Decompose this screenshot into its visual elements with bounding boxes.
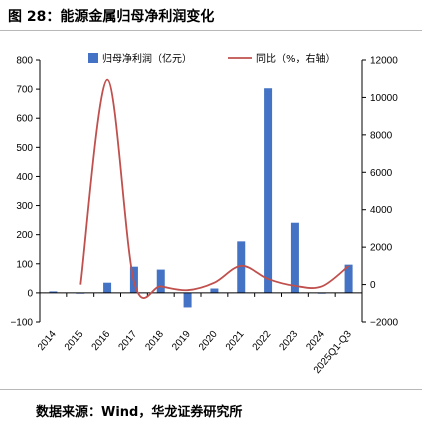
line-series <box>79 78 350 299</box>
left-tick-label: 800 <box>16 56 33 67</box>
bar <box>103 282 112 293</box>
right-tick-label: 2000 <box>370 243 393 254</box>
left-tick-label: 200 <box>16 230 33 241</box>
right-tick-label: −2000 <box>370 318 399 329</box>
figure-title: 图 28：能源金属归母净利润变化 <box>8 9 215 25</box>
bar <box>344 264 353 293</box>
right-tick-label: 10000 <box>370 93 398 104</box>
legend: 归母净利润（亿元） 同比（%，右轴） <box>88 52 336 65</box>
bar <box>183 292 192 308</box>
tick-labels: −100 0 100 200 300 400 500 600 700 800 −2000 0 2000 4… <box>10 56 398 376</box>
x-tick-label: 2021 <box>224 329 247 353</box>
left-tick-label: 400 <box>16 172 33 183</box>
legend-line-label: 同比（%，右轴） <box>256 52 336 65</box>
yoy-line <box>79 78 350 299</box>
source-note: 数据来源：Wind，华龙证券研究所 <box>36 405 243 420</box>
x-tick-label: 2018 <box>143 329 166 353</box>
bar-series <box>49 88 353 308</box>
bar <box>49 291 58 293</box>
axes <box>36 59 366 323</box>
left-tick-label: 500 <box>16 143 33 154</box>
x-tick-label: 2014 <box>36 329 59 353</box>
right-tick-label: 0 <box>370 280 376 291</box>
x-tick-label: 2019 <box>170 329 193 353</box>
figure-title-bar: 图 28：能源金属归母净利润变化 <box>0 0 422 30</box>
x-tick-label: 2024 <box>304 329 327 353</box>
x-tick-label: 2022 <box>251 329 274 353</box>
x-tick-label: 2016 <box>90 329 113 353</box>
title-divider <box>0 30 422 31</box>
bar <box>210 288 219 293</box>
x-tick-label: 2017 <box>116 329 139 353</box>
source-divider <box>0 389 422 390</box>
bar <box>237 241 246 293</box>
x-tick-label: 2023 <box>277 329 300 353</box>
x-tick-label: 2020 <box>197 329 220 353</box>
left-tick-label: 300 <box>16 201 33 212</box>
legend-bar-label: 归母净利润（亿元） <box>102 52 192 65</box>
bar <box>264 88 273 293</box>
left-tick-label: 600 <box>16 114 33 125</box>
left-tick-label: −100 <box>10 318 33 329</box>
x-tick-label: 2015 <box>63 329 86 353</box>
bar <box>156 269 165 293</box>
left-tick-label: 100 <box>16 259 33 270</box>
right-tick-label: 6000 <box>370 168 393 179</box>
right-tick-label: 8000 <box>370 130 393 141</box>
left-tick-label: 700 <box>16 85 33 96</box>
left-tick-label: 0 <box>27 288 33 299</box>
bar <box>290 222 299 293</box>
legend-bar-swatch <box>88 53 98 63</box>
right-tick-label: 4000 <box>370 205 393 216</box>
chart: −100 0 100 200 300 400 500 600 700 800 −2000 0 2000 4… <box>10 52 398 376</box>
right-tick-label: 12000 <box>370 56 398 67</box>
